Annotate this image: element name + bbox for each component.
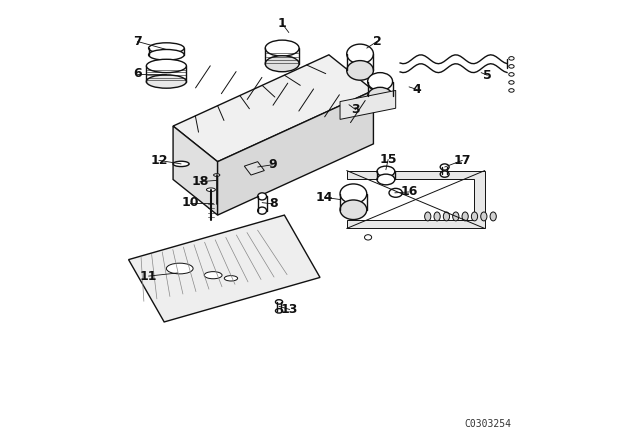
Ellipse shape	[173, 161, 189, 167]
Text: 13: 13	[281, 303, 298, 316]
Text: 3: 3	[351, 103, 360, 116]
Ellipse shape	[365, 235, 372, 240]
Polygon shape	[340, 90, 396, 119]
Ellipse shape	[204, 271, 222, 279]
Text: 8: 8	[269, 198, 278, 211]
Ellipse shape	[509, 89, 514, 92]
Ellipse shape	[490, 212, 496, 221]
Polygon shape	[347, 171, 484, 228]
Text: 10: 10	[181, 196, 199, 209]
Ellipse shape	[434, 212, 440, 221]
Text: 9: 9	[268, 158, 276, 171]
Ellipse shape	[347, 60, 373, 80]
Ellipse shape	[214, 174, 220, 177]
Ellipse shape	[148, 49, 184, 60]
Ellipse shape	[509, 73, 514, 76]
Polygon shape	[173, 55, 373, 162]
Ellipse shape	[440, 171, 449, 177]
Ellipse shape	[452, 212, 459, 221]
Text: 14: 14	[316, 191, 333, 204]
Ellipse shape	[207, 188, 216, 191]
Text: 4: 4	[413, 83, 421, 96]
Ellipse shape	[377, 166, 395, 177]
Ellipse shape	[147, 75, 186, 88]
Ellipse shape	[258, 207, 267, 214]
Text: 18: 18	[191, 175, 209, 188]
Ellipse shape	[265, 40, 299, 56]
Ellipse shape	[424, 212, 431, 221]
Polygon shape	[173, 126, 218, 215]
Text: 11: 11	[140, 270, 157, 283]
Text: 1: 1	[278, 17, 287, 30]
Text: 17: 17	[454, 154, 471, 167]
Ellipse shape	[148, 43, 184, 53]
Ellipse shape	[509, 56, 514, 60]
Ellipse shape	[275, 300, 283, 304]
Text: 5: 5	[483, 69, 492, 82]
Ellipse shape	[265, 56, 299, 72]
Ellipse shape	[367, 73, 392, 90]
Ellipse shape	[258, 193, 267, 200]
Ellipse shape	[367, 87, 392, 105]
Ellipse shape	[340, 200, 367, 220]
Ellipse shape	[509, 81, 514, 84]
Polygon shape	[129, 215, 320, 322]
Ellipse shape	[509, 65, 514, 68]
Ellipse shape	[440, 164, 449, 170]
Ellipse shape	[275, 309, 283, 313]
Ellipse shape	[147, 59, 186, 73]
Ellipse shape	[462, 212, 468, 221]
Text: C0303254: C0303254	[465, 419, 511, 429]
Text: 6: 6	[133, 67, 142, 80]
Ellipse shape	[481, 212, 487, 221]
Ellipse shape	[389, 188, 403, 197]
Ellipse shape	[347, 44, 373, 64]
Ellipse shape	[224, 276, 237, 281]
Text: 15: 15	[380, 153, 397, 166]
Ellipse shape	[340, 184, 367, 203]
Ellipse shape	[444, 212, 449, 221]
Ellipse shape	[472, 212, 477, 221]
Ellipse shape	[166, 263, 193, 274]
Polygon shape	[244, 162, 264, 175]
Ellipse shape	[377, 174, 395, 185]
Text: 2: 2	[372, 35, 381, 48]
Text: 12: 12	[150, 154, 168, 167]
Polygon shape	[218, 90, 373, 215]
Text: 16: 16	[401, 185, 418, 198]
Text: 7: 7	[133, 35, 142, 48]
